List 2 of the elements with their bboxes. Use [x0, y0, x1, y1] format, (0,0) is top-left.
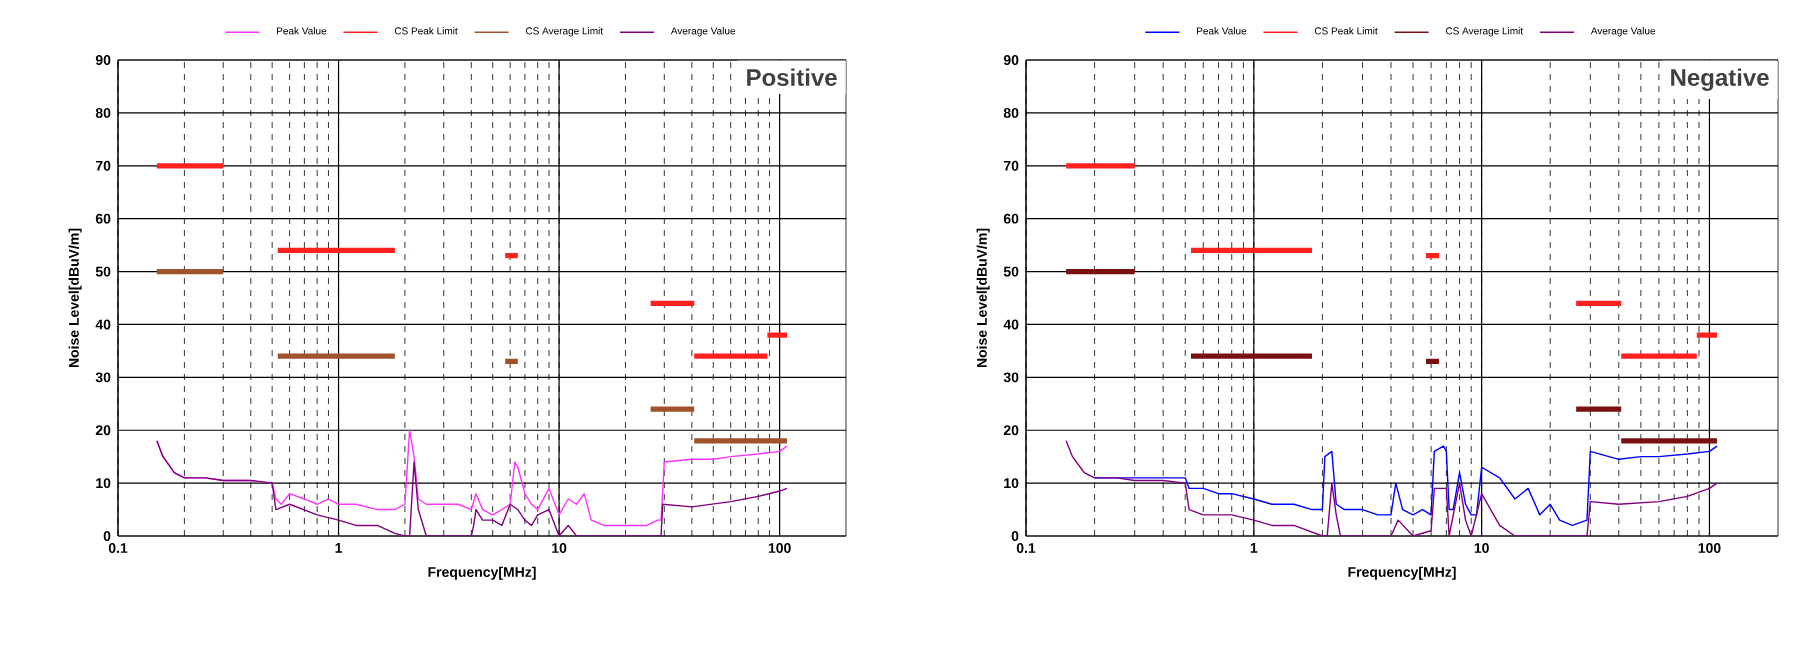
annotation: Negative [1671, 68, 1769, 91]
annotation: Positive [747, 68, 837, 87]
